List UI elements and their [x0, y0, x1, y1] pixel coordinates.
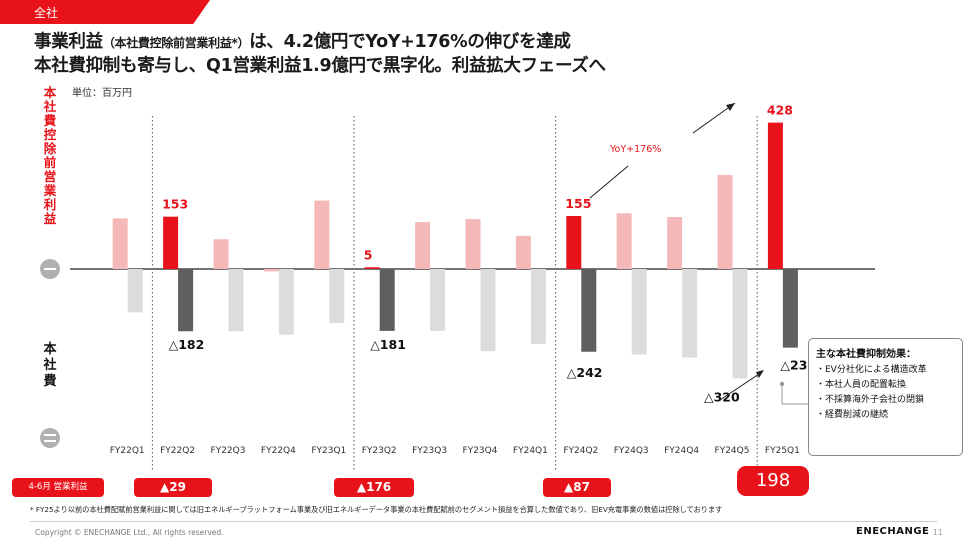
hq-cost-data-label: △230	[780, 358, 816, 373]
profit-bar	[515, 235, 531, 269]
title-part: 事業利益	[34, 32, 103, 52]
operating-profit-badge: ▲87	[543, 478, 611, 497]
profit-bar	[213, 239, 229, 269]
category-label: FY24Q5	[715, 446, 750, 456]
equals-icon	[40, 428, 60, 448]
profit-bar	[616, 213, 632, 269]
trend-arrow-line	[589, 165, 629, 199]
hq-cost-data-label: △320	[704, 389, 740, 404]
hq-cost-bar	[581, 269, 597, 352]
hq-cost-bar	[782, 269, 798, 348]
category-label: FY24Q4	[664, 446, 699, 456]
connector-dot-icon	[779, 381, 785, 387]
vertical-label-char: 本	[43, 342, 57, 357]
category-label: FY23Q4	[463, 446, 498, 456]
page-title-line2: 本社費抑制も寄与し、Q1営業利益1.9億円で黒字化。利益拡大フェーズへ	[34, 56, 606, 76]
page-title-line1: 事業利益（本社費控除前営業利益*）は、4.2億円でYoY+176%の伸びを達成	[34, 28, 571, 53]
profit-bar	[112, 218, 128, 269]
hq-cost-data-label: △242	[567, 365, 603, 380]
profit-bar	[717, 174, 733, 269]
category-label: FY25Q1	[765, 446, 800, 456]
cost-reduction-callout: 主な本社費抑制効果： ・EV分社化による構造改革 ・本社人員の配置転換 ・不採算…	[808, 338, 963, 456]
callout-item: ・EV分社化による構造改革	[816, 365, 927, 375]
profit-data-label: 155	[565, 196, 591, 211]
profit-bar	[364, 267, 380, 269]
hq-cost-bar	[127, 269, 143, 313]
vertical-label-char: 除	[43, 141, 57, 156]
hq-cost-bar	[329, 269, 345, 324]
footer-divider	[30, 521, 937, 522]
profit-bar	[566, 215, 582, 269]
vertical-label-char: 費	[43, 113, 57, 128]
trend-arrow-line	[719, 371, 763, 401]
hq-cost-bar	[530, 269, 546, 344]
section-tag-label: 全社	[34, 6, 59, 20]
profit-bar	[314, 200, 330, 269]
title-part: は、4.2億円でYoY+176%の伸びを達成	[249, 32, 571, 52]
vertical-label-hq-cost: 本社費	[41, 342, 59, 390]
section-tag: 全社	[0, 0, 210, 24]
operating-profit-row-label: 4-6月 営業利益	[12, 478, 104, 497]
callout-item: ・経費削減の継続	[816, 410, 889, 420]
category-label: FY23Q3	[412, 446, 447, 456]
vertical-label-char: 本	[43, 85, 57, 100]
vertical-label-char: 利	[43, 197, 57, 212]
profit-bar	[263, 269, 279, 272]
page-number: 11	[933, 528, 943, 537]
hq-cost-bar	[682, 269, 698, 358]
arrow-head-icon	[726, 103, 735, 111]
hq-cost-bar	[430, 269, 446, 331]
operating-profit-badge: ▲176	[334, 478, 414, 497]
arrow-head-icon	[756, 370, 764, 378]
minus-icon	[40, 259, 60, 279]
vertical-label-char: 営	[43, 169, 57, 184]
yoy-label: YoY+176%	[609, 144, 661, 155]
category-label: FY23Q2	[362, 446, 397, 456]
category-label: FY23Q1	[311, 446, 346, 456]
hq-cost-bar	[631, 269, 647, 355]
vertical-label-char: 前	[43, 155, 57, 170]
callout-item: ・本社人員の配置転換	[816, 380, 907, 390]
operating-profit-badge: ▲29	[134, 478, 212, 497]
category-label: FY22Q3	[211, 446, 246, 456]
vertical-label-char: 社	[43, 99, 57, 114]
profit-bar	[767, 122, 783, 270]
hq-cost-bar	[278, 269, 294, 335]
copyright: Copyright © ENECHANGE Ltd., All rights r…	[35, 528, 224, 537]
profit-data-label: 5	[364, 247, 373, 262]
hq-cost-bar	[379, 269, 395, 331]
category-label: FY22Q1	[110, 446, 145, 456]
category-label: FY24Q2	[563, 446, 598, 456]
footnote: * FY25より以前の本社費配賦前営業利益に関しては旧エネルギープラットフォーム…	[30, 505, 723, 514]
category-label: FY24Q3	[614, 446, 649, 456]
profit-data-label: 153	[162, 197, 188, 212]
hq-cost-data-label: △181	[370, 337, 406, 352]
vertical-label-char: 費	[43, 374, 57, 389]
profit-bar	[163, 216, 179, 269]
hq-cost-bar	[480, 269, 496, 352]
brand-logo: ENECHANGE	[856, 526, 930, 537]
profit-bar	[415, 222, 431, 269]
hq-cost-bar	[178, 269, 194, 332]
operating-profit-fy25-badge: 198	[737, 466, 809, 496]
title-note: （本社費控除前営業利益*）	[102, 36, 250, 50]
callout-title: 主な本社費抑制効果：	[816, 349, 916, 360]
category-label: FY22Q4	[261, 446, 296, 456]
profit-bar	[465, 219, 481, 269]
profit-data-label: 428	[767, 103, 793, 118]
vertical-label-char: 控	[43, 127, 57, 142]
category-label: FY24Q1	[513, 446, 548, 456]
vertical-label-profit: 本社費控除前営業利益	[41, 86, 59, 226]
category-label: FY22Q2	[160, 446, 195, 456]
hq-cost-data-label: △182	[169, 337, 205, 352]
vertical-label-char: 業	[43, 183, 57, 198]
callout-item: ・不採算海外子会社の閉鎖	[816, 395, 925, 405]
unit-label: 単位：百万円	[72, 88, 132, 99]
hq-cost-bar	[228, 269, 244, 332]
hq-cost-bar	[732, 269, 748, 379]
profit-bar	[667, 217, 683, 269]
vertical-label-char: 社	[43, 358, 57, 373]
vertical-label-char: 益	[43, 211, 57, 226]
